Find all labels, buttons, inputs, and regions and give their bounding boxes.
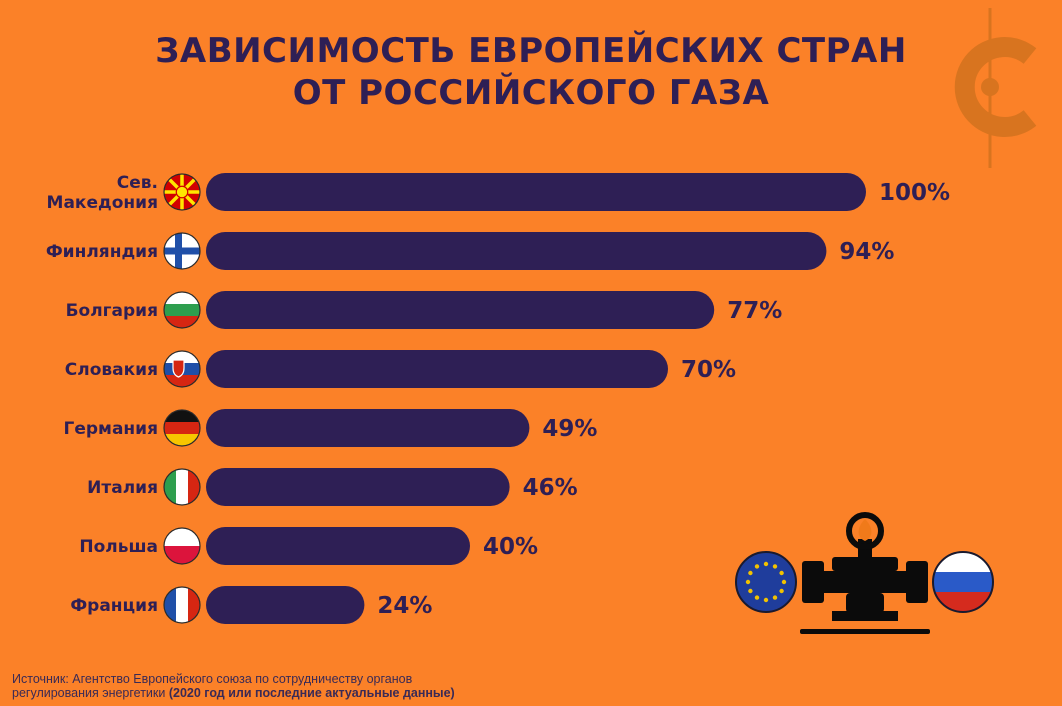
bar [206,409,530,447]
poland-flag-icon [163,527,201,565]
eu-flag-icon [735,551,797,613]
category-label: Италия [87,478,158,498]
value-label: 94% [839,239,894,265]
source-line-2-text: регулирования энергетики [12,686,169,700]
source-note: Источник: Агентство Европейского союза п… [12,672,712,700]
chart-title: ЗАВИСИМОСТЬ ЕВРОПЕЙСКИХ СТРАН ОТ РОССИЙС… [0,30,1062,114]
bulgaria-flag-icon [163,291,201,329]
bar [206,350,668,388]
category-label: Финляндия [46,242,158,262]
value-label: 24% [377,593,432,619]
category-label: Франция [70,596,158,616]
category-label-line: Франция [70,596,158,616]
slovakia-flag-icon [163,350,201,388]
value-label: 46% [523,475,578,501]
bar [206,527,470,565]
category-label-line: Словакия [65,360,158,380]
value-label: 40% [483,534,538,560]
category-label-line: Сев. [117,173,158,193]
value-label: 77% [727,298,782,324]
value-label: 49% [542,416,597,442]
value-label: 70% [681,357,736,383]
source-line-2-bold: (2020 год или последние актуальные данны… [168,686,455,700]
finland-flag-icon [163,232,201,270]
category-label-line: Италия [87,478,158,498]
bar [206,291,715,329]
category-label-line: Болгария [66,301,158,321]
category-label: Сев. Македония [47,173,158,213]
bar-chart: 100% Сев. Македония 94% Финляндия 77% Болгария… [46,173,950,624]
value-label: 100% [879,180,950,206]
chart-title-line-1: ЗАВИСИМОСТЬ ЕВРОПЕЙСКИХ СТРАН [155,31,907,71]
chart-title-line-2: ОТ РОССИЙСКОГО ГАЗА [292,73,770,113]
flame-icon [846,512,884,550]
category-label-line: Германия [64,419,158,439]
bar [206,173,866,211]
pipeline-illustration [735,512,994,634]
circle-c-logo-icon [954,8,1037,168]
italy-flag-icon [163,468,201,506]
gas-pipeline-icon [800,539,930,634]
category-label: Польша [79,537,158,557]
category-label: Германия [64,419,158,439]
category-label: Болгария [66,301,158,321]
russia-flag-icon [932,551,994,613]
germany-flag-icon [163,409,201,447]
france-flag-icon [163,586,201,624]
category-label: Словакия [65,360,158,380]
source-line-1: Источник: Агентство Европейского союза п… [12,672,413,686]
bar [206,232,827,270]
bar [206,586,365,624]
north-macedonia-flag-icon [163,173,201,211]
bar [206,468,510,506]
category-label-line: Польша [79,537,158,557]
category-label-line: Финляндия [46,242,158,262]
category-label-line: Македония [47,193,158,213]
source-line-2: регулирования энергетики (2020 год или п… [12,686,712,700]
